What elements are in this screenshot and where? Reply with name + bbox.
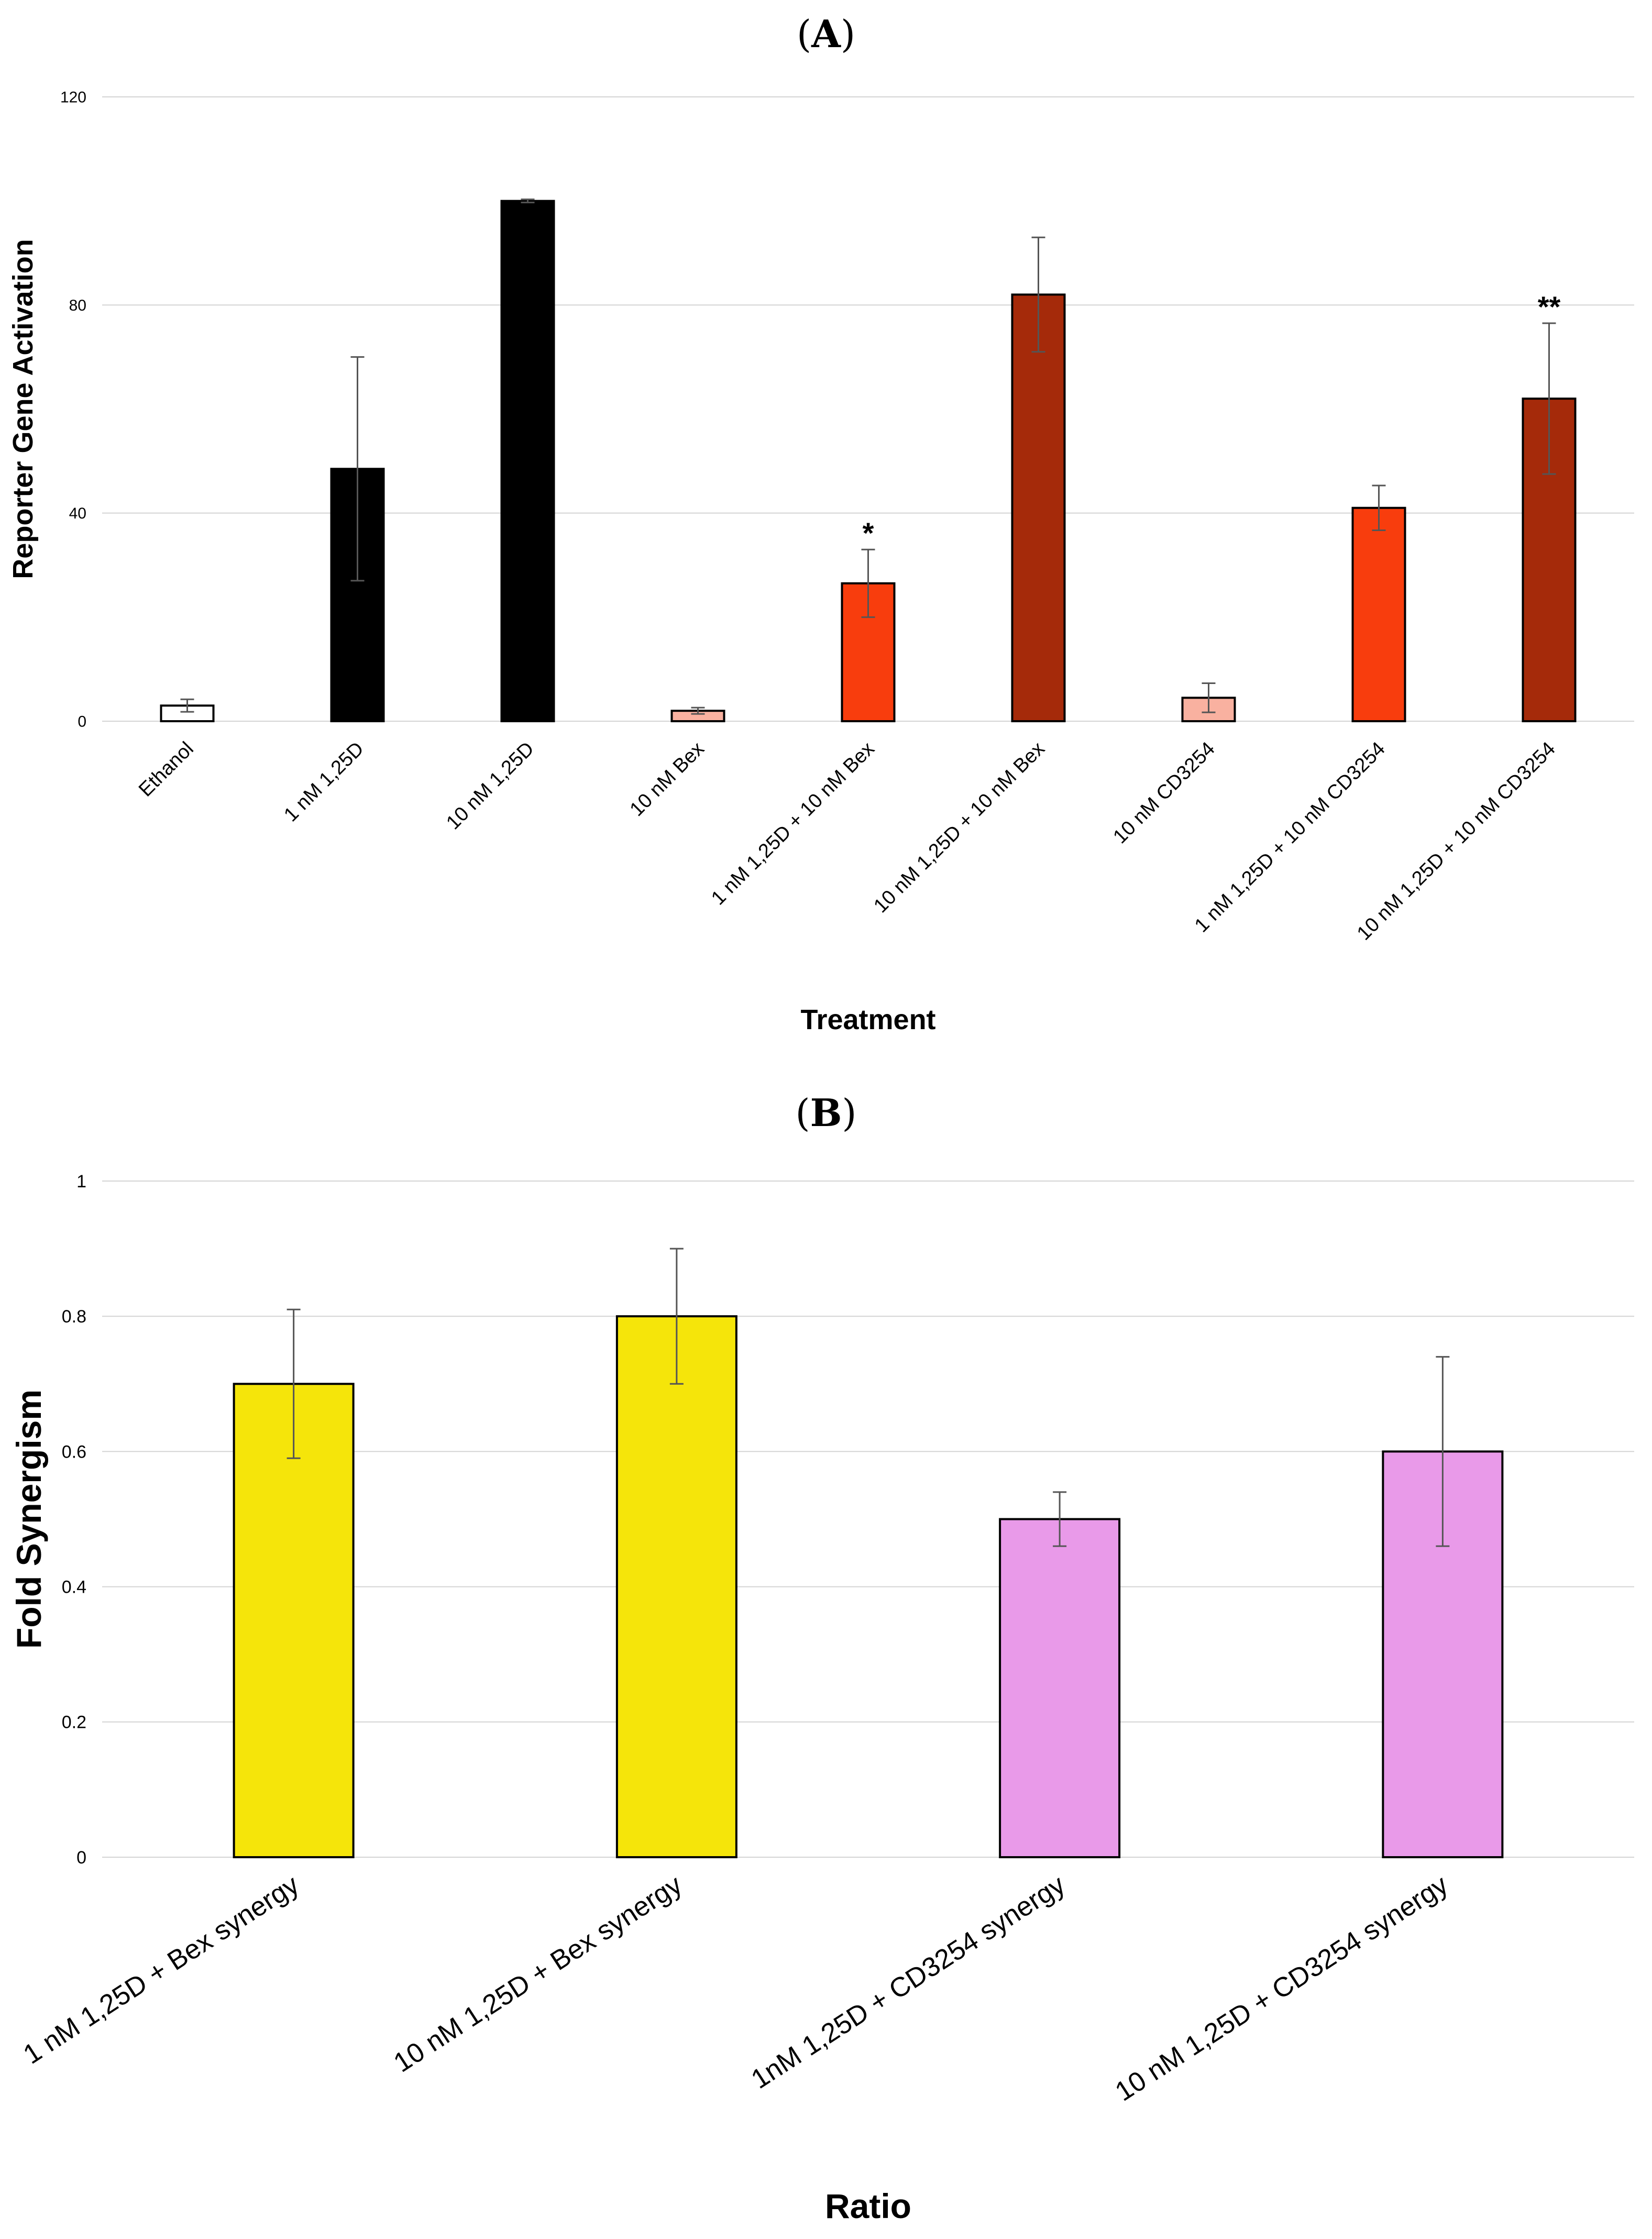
chart-b-y-tick-label: 1 — [76, 1172, 86, 1192]
chart-b-y-tick-label: 0.8 — [62, 1307, 86, 1327]
chart-a-significance-marker: ** — [1538, 290, 1561, 323]
chart-a-x-category-label: 10 nM CD3254 — [1109, 738, 1219, 848]
chart-b-bar — [999, 1518, 1121, 1858]
chart-a-bar — [1011, 293, 1066, 722]
chart-a-x-category-label: 10 nM 1,25D — [442, 738, 538, 834]
chart-b-y-tick-label: 0 — [76, 1848, 86, 1868]
chart-b-bar — [615, 1315, 737, 1858]
chart-a-x-category-label: 10 nM 1,25D + 10 nM Bex — [869, 738, 1049, 918]
chart-a-x-category-label: 1 nM 1,25D — [280, 738, 368, 826]
chart-b-x-category-label: 1nM 1,25D + CD3254 synergy — [746, 1869, 1070, 2094]
chart-b-bar — [233, 1383, 355, 1859]
chart-b-x-axis-title: Ratio — [825, 2187, 911, 2225]
chart-a-significance-marker: * — [863, 516, 874, 549]
chart-a-x-axis-title: Treatment — [800, 1004, 935, 1035]
chart-a-x-category-label: 1 nM 1,25D + 10 nM Bex — [707, 738, 879, 910]
chart-a-y-tick-label: 0 — [78, 713, 86, 731]
chart-b-y-tick-label: 0.2 — [62, 1713, 86, 1733]
chart-a-y-tick-label: 40 — [69, 505, 86, 522]
chart-b: 0 0.2 0.4 0.6 0.8 1 1 nM 1,25D + Bex synergy 10… — [9, 1172, 1634, 2225]
chart-a-x-category-label: 1 nM 1,25D + 10 nM CD3254 — [1191, 738, 1390, 937]
panel-b-label: (B) — [795, 1090, 856, 1135]
chart-a-y-tick-label: 120 — [60, 89, 86, 106]
chart-a-y-axis-title: Reporter Gene Activation — [7, 239, 39, 579]
chart-b-x-category-label: 10 nM 1,25D + CD3254 synergy — [1110, 1869, 1453, 2107]
chart-a-y-tick-label: 80 — [69, 297, 86, 314]
chart-b-x-category-label: 10 nM 1,25D + Bex synergy — [388, 1869, 687, 2078]
chart-a-x-category-label: Ethanol — [135, 738, 198, 801]
chart-a-x-category-label: 10 nM 1,25D + 10 nM CD3254 — [1353, 738, 1560, 945]
chart-a: 0 40 80 120 Ethanol 1 nM 1,25D 10 nM 1,25D 10 n… — [7, 89, 1634, 1035]
panel-a-label: (A) — [797, 12, 855, 56]
chart-a-bar — [1351, 506, 1406, 722]
chart-b-y-tick-label: 0.4 — [62, 1578, 86, 1597]
chart-b-y-axis-title: Fold Synergism — [9, 1389, 48, 1649]
chart-b-x-category-label: 1 nM 1,25D + Bex synergy — [18, 1869, 304, 2070]
chart-a-bar — [500, 200, 555, 722]
chart-b-y-tick-label: 0.6 — [62, 1442, 86, 1462]
chart-a-x-category-label: 10 nM Bex — [626, 738, 709, 821]
